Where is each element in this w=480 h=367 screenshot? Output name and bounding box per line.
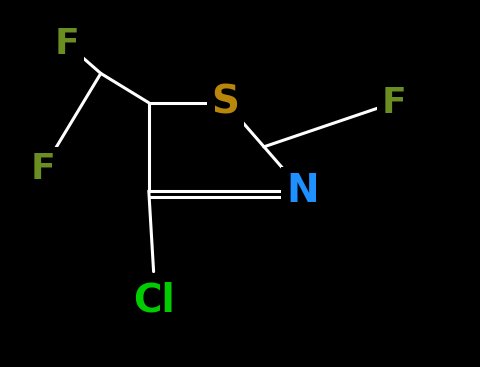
Text: F: F (55, 27, 80, 61)
Text: N: N (286, 172, 319, 210)
Text: S: S (212, 84, 240, 122)
Text: F: F (31, 152, 56, 186)
Text: Cl: Cl (133, 282, 174, 320)
Text: F: F (381, 86, 406, 120)
